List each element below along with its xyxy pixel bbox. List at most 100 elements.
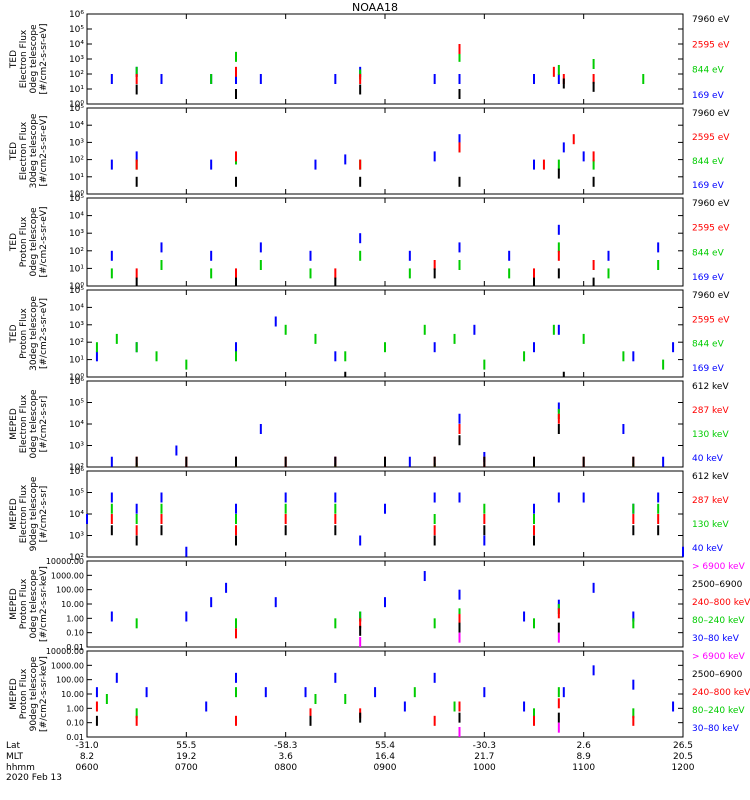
y-axis-label: 0deg telescope (29, 569, 39, 639)
panel-frame (86, 289, 684, 378)
y-tick-label: 10³ (69, 138, 84, 148)
legend-entry: 80–240 keV (692, 616, 745, 626)
y-tick-label: 10² (69, 156, 84, 166)
legend-entry: 7960 eV (692, 109, 730, 119)
panel-frame (86, 197, 684, 287)
x-row-label: hhmm (6, 763, 35, 773)
legend-entry: 40 keV (692, 454, 724, 464)
legend-entry: 7960 eV (692, 199, 730, 209)
legend-entry: 844 eV (692, 248, 725, 258)
legend-entry: 130 keV (692, 430, 729, 440)
y-axis-label: Electron Flux (19, 29, 29, 88)
x-tick-label: 8.9 (577, 752, 592, 762)
x-tick-label: 21.7 (474, 752, 494, 762)
legend-entry: 40 keV (692, 544, 724, 554)
legend-entry: 612 keV (692, 382, 729, 392)
legend-entry: 287 keV (692, 406, 729, 416)
y-tick-label: 10⁴ (69, 303, 84, 313)
y-tick-label: 10² (69, 553, 84, 563)
y-axis-label: [#/cm2-s-sr-eV] (39, 116, 49, 187)
y-tick-label: 10⁰ (69, 190, 84, 200)
y-tick-label: 10⁵ (69, 104, 84, 114)
y-axis-label: [#/cm2-s-sr-eV] (39, 207, 49, 278)
y-tick-label: 10⁰ (69, 100, 84, 110)
legend-entry: 240–800 keV (692, 598, 750, 608)
x-tick-label: 8.2 (80, 752, 94, 762)
y-tick-label: 100.00 (56, 676, 84, 685)
y-tick-label: 10.00 (61, 690, 84, 699)
x-tick-label: 3.6 (279, 752, 294, 762)
y-tick-label: 10² (69, 338, 84, 348)
y-axis-label: 90deg telescope (29, 656, 39, 731)
x-tick-label: 55.5 (176, 741, 196, 751)
y-tick-label: 10¹ (69, 85, 84, 95)
y-axis-label: MEPED (9, 408, 19, 440)
x-tick-label: -30.3 (473, 741, 496, 751)
legend-entry: 30–80 keV (692, 634, 740, 644)
y-axis-label: Proton Flux (19, 308, 29, 359)
y-tick-label: 10.00 (61, 600, 84, 609)
y-tick-label: 10⁵ (69, 194, 84, 204)
y-axis-label: [#/cm2-s-sr] (39, 486, 49, 543)
legend-entry: 169 eV (692, 364, 725, 374)
legend-entry: 2595 eV (692, 224, 730, 234)
date-label: 2020 Feb 13 (6, 773, 62, 783)
legend-entry: > 6900 keV (692, 562, 746, 572)
legend-entry: 844 eV (692, 157, 725, 167)
x-tick-label: 20.5 (673, 752, 693, 762)
legend-entry: 2500–6900 (692, 670, 743, 680)
legend-entry: > 6900 keV (692, 652, 746, 662)
y-tick-label: 10⁰ (69, 282, 84, 292)
y-tick-label: 10⁴ (69, 420, 84, 430)
y-axis-label: [#/cm2-s-sr-keV] (39, 566, 49, 642)
chart-title: NOAA18 (351, 1, 399, 14)
y-tick-label: 10² (69, 247, 84, 257)
x-tick-label: -58.3 (274, 741, 297, 751)
legend-entry: 240–800 keV (692, 688, 750, 698)
legend-entry: 2500–6900 (692, 580, 743, 590)
y-tick-label: 10¹ (69, 264, 84, 274)
x-tick-label: 1000 (473, 763, 496, 773)
legend-entry: 844 eV (692, 66, 725, 76)
y-tick-label: 10³ (69, 442, 84, 452)
x-tick-label: 0900 (374, 763, 397, 773)
y-tick-label: 10² (69, 70, 84, 80)
y-axis-label: 90deg telescope (29, 476, 39, 551)
x-tick-label: 55.4 (375, 741, 395, 751)
y-axis-label: [#/cm2-s-sr-eV] (39, 24, 49, 95)
panel-frame (86, 650, 684, 738)
y-tick-label: 10⁵ (69, 489, 84, 499)
y-axis-label: 0deg telescope (29, 207, 39, 277)
y-tick-label: 10⁴ (69, 212, 84, 222)
legend-entry: 844 eV (692, 340, 725, 350)
y-tick-label: 10² (69, 463, 84, 473)
y-tick-label: 1.00 (66, 614, 84, 623)
legend-entry: 2595 eV (692, 315, 730, 325)
y-tick-label: 10³ (69, 229, 84, 239)
x-tick-label: 0800 (274, 763, 297, 773)
x-tick-label: -31.0 (75, 741, 99, 751)
y-tick-label: 10³ (69, 321, 84, 331)
x-row-label: MLT (6, 752, 24, 762)
y-tick-label: 10⁰ (69, 373, 84, 383)
y-tick-label: 10⁴ (69, 40, 84, 50)
y-axis-label: 30deg telescope (29, 296, 39, 371)
y-axis-label: MEPED (9, 588, 19, 620)
y-tick-label: 10⁵ (69, 25, 84, 35)
x-tick-label: 0600 (76, 763, 99, 773)
y-tick-label: 100.00 (56, 586, 84, 595)
legend-entry: 30–80 keV (692, 724, 740, 734)
y-axis-label: Electron Flux (19, 121, 29, 180)
y-tick-label: 10³ (69, 55, 84, 65)
y-axis-label: TED (9, 233, 19, 252)
y-tick-label: 1.00 (66, 704, 84, 713)
y-axis-label: Proton Flux (19, 216, 29, 267)
y-tick-label: 10⁴ (69, 121, 84, 131)
y-tick-label: 10¹ (69, 173, 84, 183)
legend-entry: 2595 eV (692, 133, 730, 143)
x-tick-label: 1100 (572, 763, 595, 773)
y-tick-label: 0.10 (66, 719, 84, 728)
x-row-label: Lat (6, 741, 21, 751)
x-tick-label: 1200 (672, 763, 695, 773)
